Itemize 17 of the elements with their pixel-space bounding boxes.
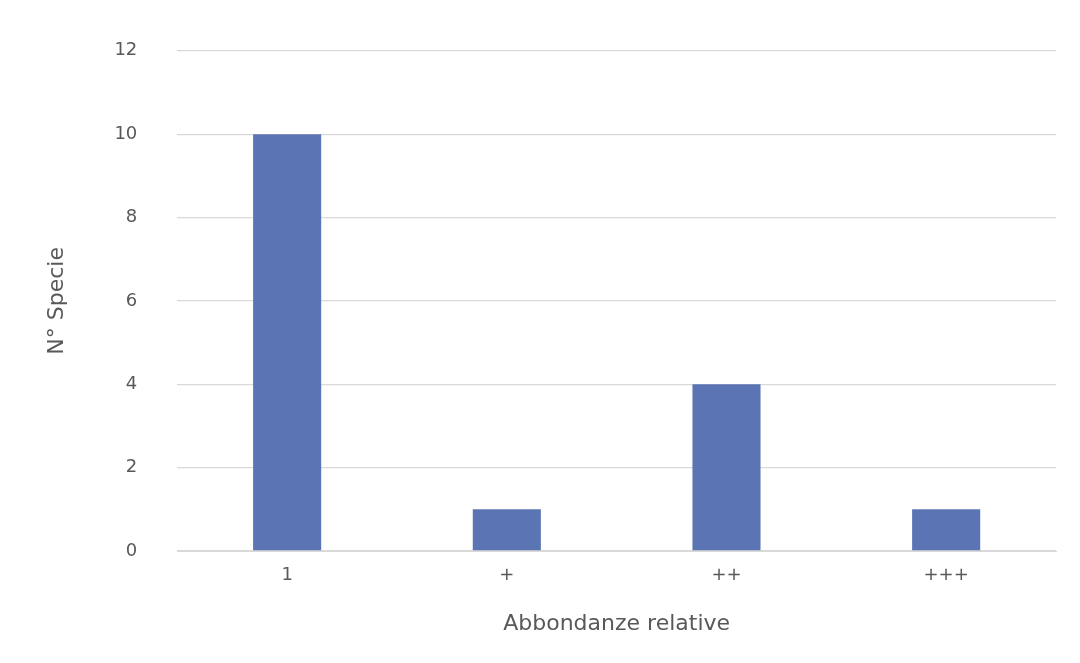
bar: [472, 509, 541, 551]
y-tick-label: 8: [125, 205, 138, 227]
y-tick-label: 12: [114, 38, 138, 60]
bar: [912, 509, 981, 551]
bar: [692, 384, 761, 551]
y-tick-label: 10: [114, 121, 138, 143]
y-tick-label: 2: [125, 455, 138, 477]
y-axis-title: N° Specie: [42, 247, 68, 355]
y-tick-label: 6: [125, 288, 138, 310]
y-tick-label: 0: [125, 538, 138, 560]
x-axis-title: Abbondanze relative: [503, 609, 731, 635]
x-tick-label: +: [499, 563, 515, 585]
x-tick-label: +++: [923, 563, 969, 585]
x-tick-label: ++: [711, 563, 742, 585]
x-tick-label: 1: [281, 563, 293, 585]
y-tick-label: 4: [125, 371, 138, 393]
bar: [253, 134, 322, 551]
